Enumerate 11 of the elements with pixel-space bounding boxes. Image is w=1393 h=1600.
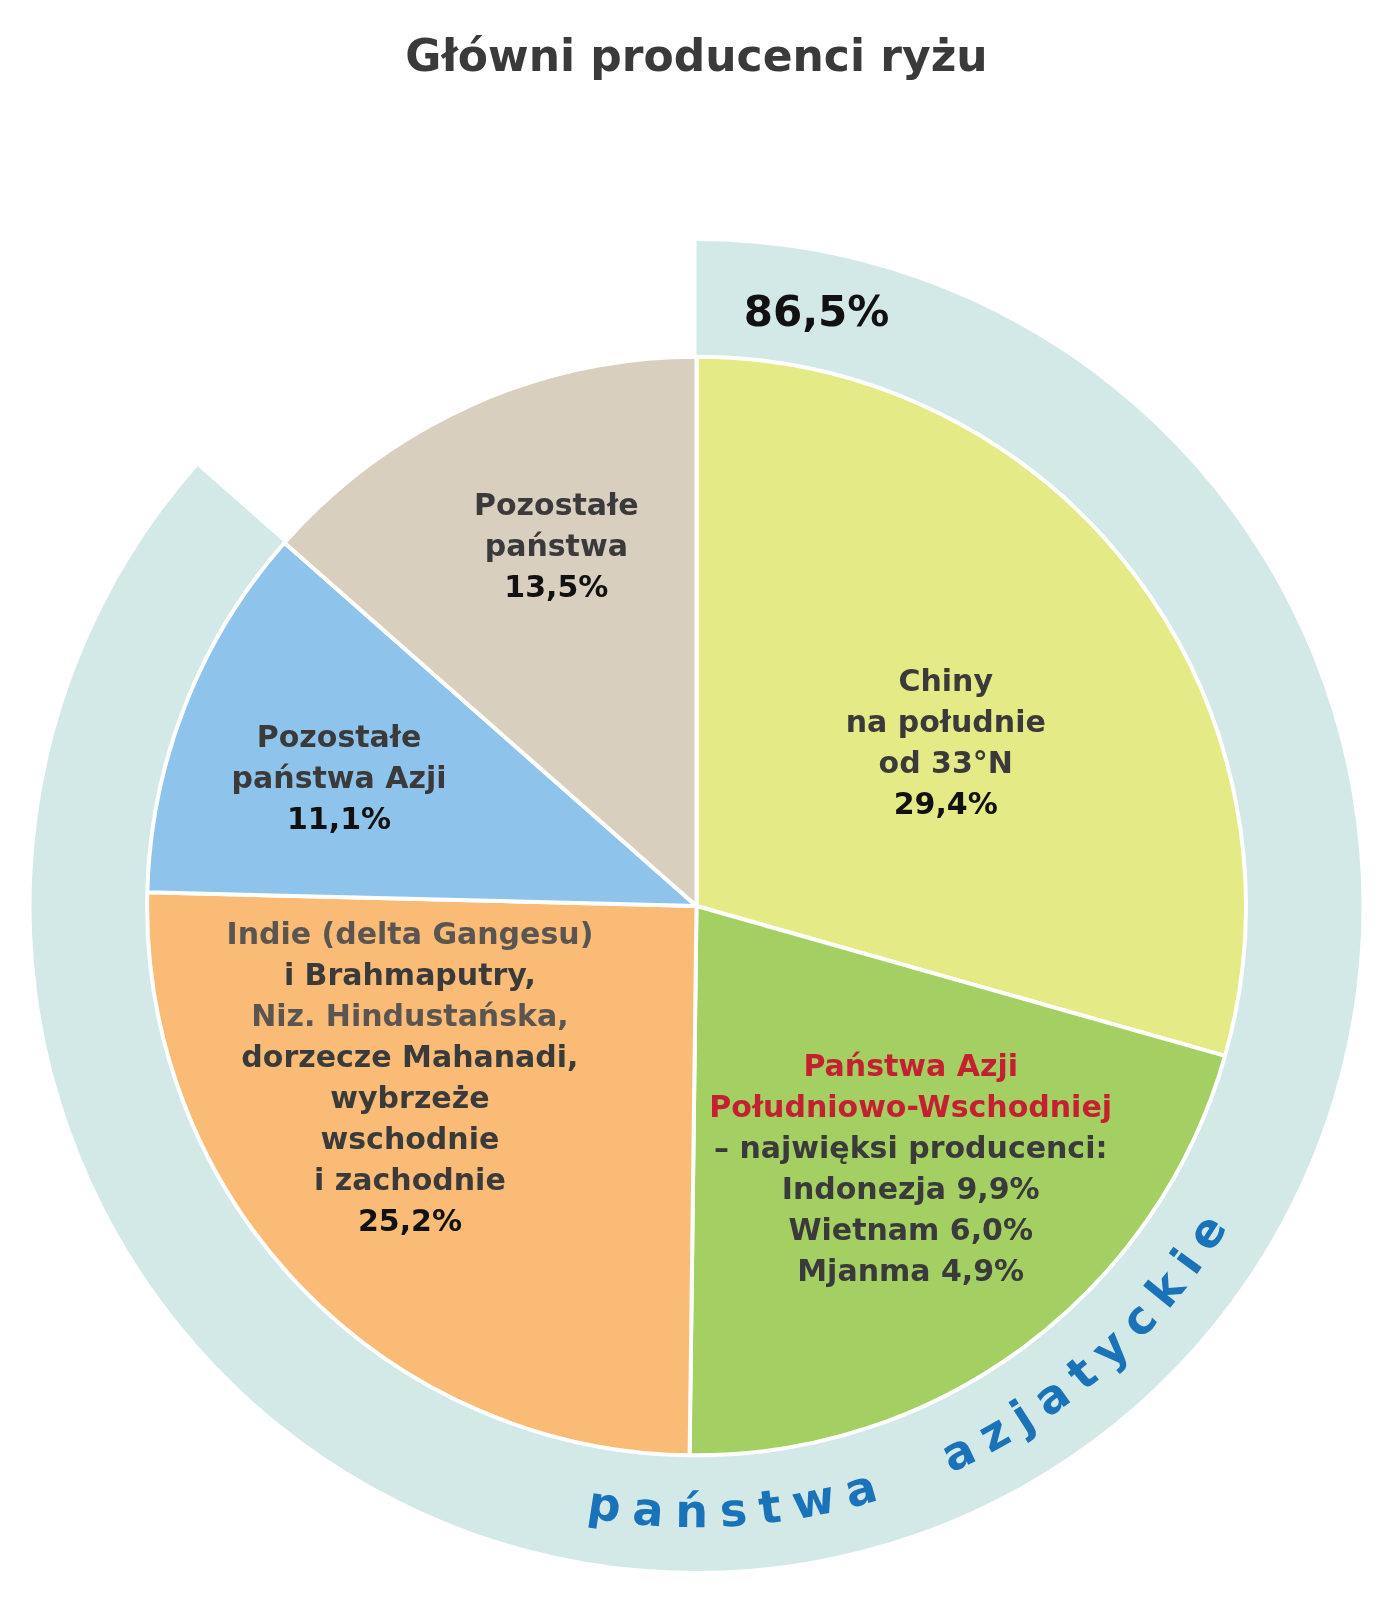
data-label: 25,2% — [357, 1202, 462, 1238]
chart-title: Główni producenci ryżu — [405, 29, 988, 81]
slice-label: Indie (delta Gangesu) i Brahmaputry, Niz. Hindustańska, dorzecze Mahanadi, wybrzeże wschodnie i zachodnie — [226, 915, 594, 1197]
slice-label: Pozostałe państwa Azji — [231, 718, 447, 795]
slice-label: Chiny na południe od 33°N — [845, 663, 1046, 781]
slice-label: Pozostałe państwa — [473, 486, 639, 563]
data-label: 13,5% — [504, 568, 609, 604]
slice-label: Państwa Azji Południowo-Wschodniej – najwięksi producenci: Indonezja 9,9% Wietnam 6,0% Mjanma 4,9% — [709, 1048, 1113, 1289]
data-label: 29,4% — [893, 786, 998, 822]
data-label: 86,5% — [743, 286, 890, 336]
data-label: 11,1% — [286, 800, 392, 836]
